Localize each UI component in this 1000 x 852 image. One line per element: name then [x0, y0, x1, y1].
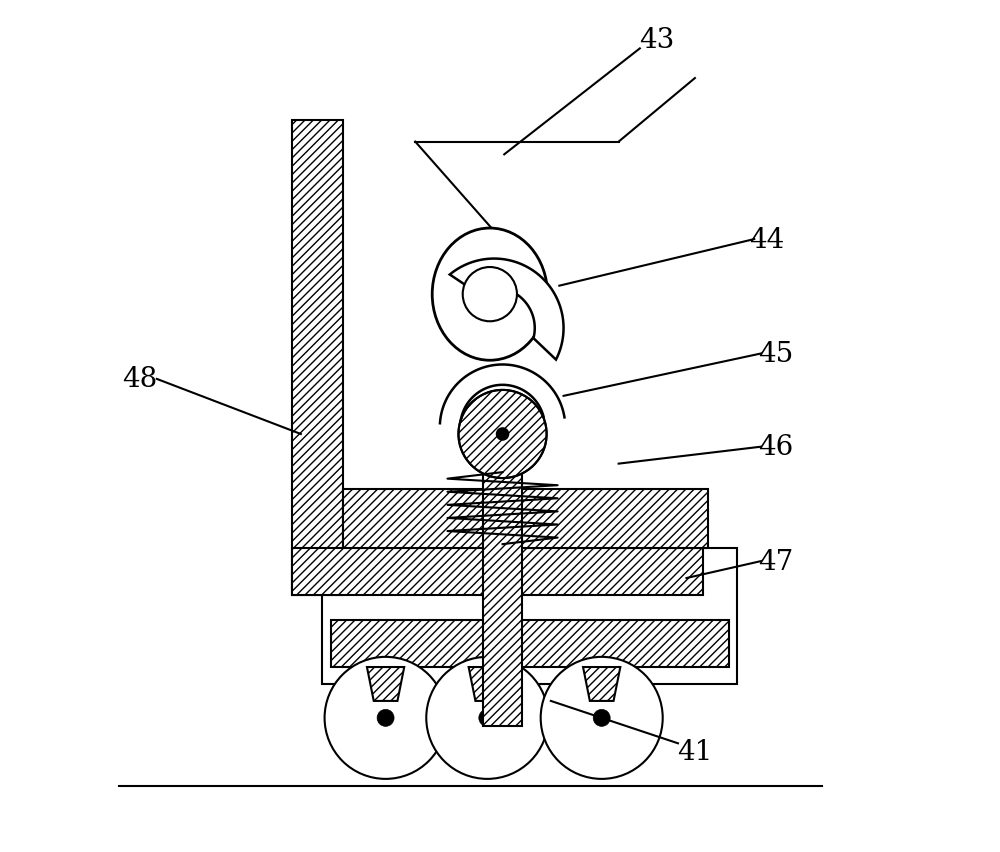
- Ellipse shape: [432, 229, 547, 361]
- Bar: [292, 549, 703, 596]
- Bar: [331, 621, 729, 667]
- Circle shape: [463, 268, 517, 322]
- Circle shape: [325, 657, 447, 779]
- Text: 44: 44: [749, 227, 785, 253]
- Circle shape: [458, 390, 547, 479]
- Polygon shape: [469, 667, 506, 701]
- Text: 43: 43: [639, 27, 674, 55]
- Text: 47: 47: [758, 548, 793, 575]
- Circle shape: [593, 710, 610, 727]
- Circle shape: [479, 710, 496, 727]
- Circle shape: [377, 710, 394, 727]
- Text: 46: 46: [758, 434, 793, 461]
- Bar: [483, 473, 522, 727]
- Polygon shape: [367, 667, 404, 701]
- Polygon shape: [583, 667, 620, 701]
- Circle shape: [541, 657, 663, 779]
- Text: 41: 41: [677, 739, 713, 765]
- Circle shape: [426, 657, 548, 779]
- Bar: [292, 121, 343, 596]
- Polygon shape: [450, 259, 564, 360]
- Circle shape: [496, 428, 509, 441]
- Text: 45: 45: [758, 341, 793, 367]
- Bar: [343, 490, 708, 549]
- Bar: [322, 549, 737, 684]
- Text: 48: 48: [122, 366, 157, 393]
